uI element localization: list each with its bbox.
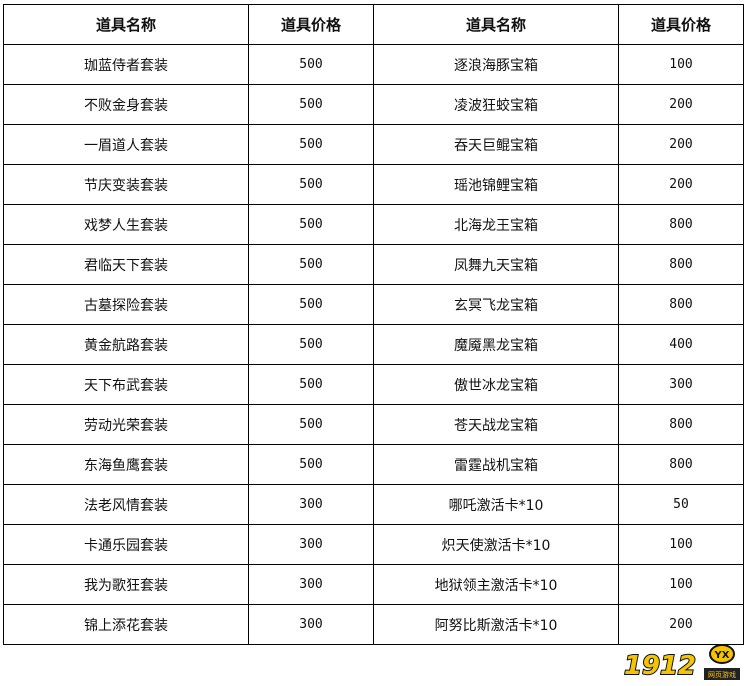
table-row: 珈蓝侍者套装 500 逐浪海豚宝箱 100 [3, 44, 744, 85]
item-price-cell: 800 [618, 444, 744, 485]
item-price-cell: 800 [618, 404, 744, 445]
item-price-table: 道具名称 道具价格 道具名称 道具价格 珈蓝侍者套装 500 逐浪海豚宝箱 100 不败… [3, 4, 744, 645]
table-row: 劳动光荣套装 500 苍天战龙宝箱 800 [3, 404, 744, 445]
item-name-cell: 炽天使激活卡*10 [373, 524, 619, 565]
item-name-cell: 阿努比斯激活卡*10 [373, 604, 619, 645]
table-row: 天下布武套装 500 傲世冰龙宝箱 300 [3, 364, 744, 405]
item-price-cell: 300 [248, 564, 374, 605]
item-name-cell: 我为歌狂套装 [3, 564, 249, 605]
item-price-cell: 500 [248, 324, 374, 365]
header-item-price: 道具价格 [248, 4, 374, 45]
item-price-cell: 300 [618, 364, 744, 405]
item-name-cell: 凤舞九天宝箱 [373, 244, 619, 285]
item-price-cell: 200 [618, 604, 744, 645]
table-row: 一眉道人套装 500 吞天巨鲲宝箱 200 [3, 124, 744, 165]
item-price-cell: 100 [618, 524, 744, 565]
logo-main-text: 1912 [624, 651, 696, 681]
item-name-cell: 节庆变装套装 [3, 164, 249, 205]
table-row: 法老风情套装 300 哪吒激活卡*10 50 [3, 484, 744, 525]
item-name-cell: 傲世冰龙宝箱 [373, 364, 619, 405]
table-row: 君临天下套装 500 凤舞九天宝箱 800 [3, 244, 744, 285]
item-price-cell: 500 [248, 244, 374, 285]
header-item-price: 道具价格 [618, 4, 744, 45]
item-price-cell: 200 [618, 84, 744, 125]
item-name-cell: 地狱领主激活卡*10 [373, 564, 619, 605]
item-name-cell: 不败金身套装 [3, 84, 249, 125]
item-name-cell: 法老风情套装 [3, 484, 249, 525]
table-row: 不败金身套装 500 凌波狂蛟宝箱 200 [3, 84, 744, 125]
item-price-cell: 50 [618, 484, 744, 525]
table-row: 古墓探险套装 500 玄冥飞龙宝箱 800 [3, 284, 744, 325]
item-name-cell: 一眉道人套装 [3, 124, 249, 165]
table-row: 我为歌狂套装 300 地狱领主激活卡*10 100 [3, 564, 744, 605]
item-name-cell: 瑶池锦鲤宝箱 [373, 164, 619, 205]
item-price-cell: 800 [618, 284, 744, 325]
item-price-cell: 500 [248, 44, 374, 85]
item-price-cell: 500 [248, 124, 374, 165]
item-name-cell: 君临天下套装 [3, 244, 249, 285]
item-name-cell: 凌波狂蛟宝箱 [373, 84, 619, 125]
item-name-cell: 逐浪海豚宝箱 [373, 44, 619, 85]
item-price-cell: 500 [248, 444, 374, 485]
item-price-cell: 300 [248, 524, 374, 565]
item-price-cell: 200 [618, 164, 744, 205]
item-name-cell: 哪吒激活卡*10 [373, 484, 619, 525]
1912yx-logo: 1912 YX 网页游戏 [623, 644, 740, 682]
item-name-cell: 东海鱼鹰套装 [3, 444, 249, 485]
item-name-cell: 戏梦人生套装 [3, 204, 249, 245]
item-price-cell: 100 [618, 564, 744, 605]
table-row: 东海鱼鹰套装 500 雷霆战机宝箱 800 [3, 444, 744, 485]
header-item-name: 道具名称 [373, 4, 619, 45]
logo-sub-band [704, 668, 740, 680]
item-name-cell: 锦上添花套装 [3, 604, 249, 645]
table-row: 锦上添花套装 300 阿努比斯激活卡*10 200 [3, 604, 744, 645]
item-name-cell: 卡通乐园套装 [3, 524, 249, 565]
item-price-cell: 500 [248, 404, 374, 445]
header-row: 道具名称 道具价格 道具名称 道具价格 [3, 4, 744, 45]
header-item-name: 道具名称 [3, 4, 249, 45]
item-name-cell: 玄冥飞龙宝箱 [373, 284, 619, 325]
item-price-cell: 500 [248, 364, 374, 405]
item-name-cell: 吞天巨鲲宝箱 [373, 124, 619, 165]
table-row: 黄金航路套装 500 魔魇黑龙宝箱 400 [3, 324, 744, 365]
item-price-cell: 500 [248, 84, 374, 125]
logo-sub-text: 网页游戏 [708, 670, 736, 679]
item-price-cell: 500 [248, 164, 374, 205]
item-name-cell: 雷霆战机宝箱 [373, 444, 619, 485]
item-name-cell: 北海龙王宝箱 [373, 204, 619, 245]
item-name-cell: 黄金航路套装 [3, 324, 249, 365]
item-price-cell: 800 [618, 244, 744, 285]
item-price-cell: 300 [248, 604, 374, 645]
table-row: 节庆变装套装 500 瑶池锦鲤宝箱 200 [3, 164, 744, 205]
item-name-cell: 魔魇黑龙宝箱 [373, 324, 619, 365]
item-name-cell: 天下布武套装 [3, 364, 249, 405]
table-row: 卡通乐园套装 300 炽天使激活卡*10 100 [3, 524, 744, 565]
item-price-cell: 200 [618, 124, 744, 165]
item-name-cell: 珈蓝侍者套装 [3, 44, 249, 85]
item-name-cell: 劳动光荣套装 [3, 404, 249, 445]
item-price-cell: 500 [248, 204, 374, 245]
item-price-cell: 400 [618, 324, 744, 365]
item-price-cell: 100 [618, 44, 744, 85]
item-price-cell: 500 [248, 284, 374, 325]
item-name-cell: 苍天战龙宝箱 [373, 404, 619, 445]
item-price-cell: 800 [618, 204, 744, 245]
logo-badge-text: YX [714, 650, 730, 661]
item-price-cell: 300 [248, 484, 374, 525]
logo-badge-bubble [709, 644, 735, 664]
table-row: 戏梦人生套装 500 北海龙王宝箱 800 [3, 204, 744, 245]
item-name-cell: 古墓探险套装 [3, 284, 249, 325]
